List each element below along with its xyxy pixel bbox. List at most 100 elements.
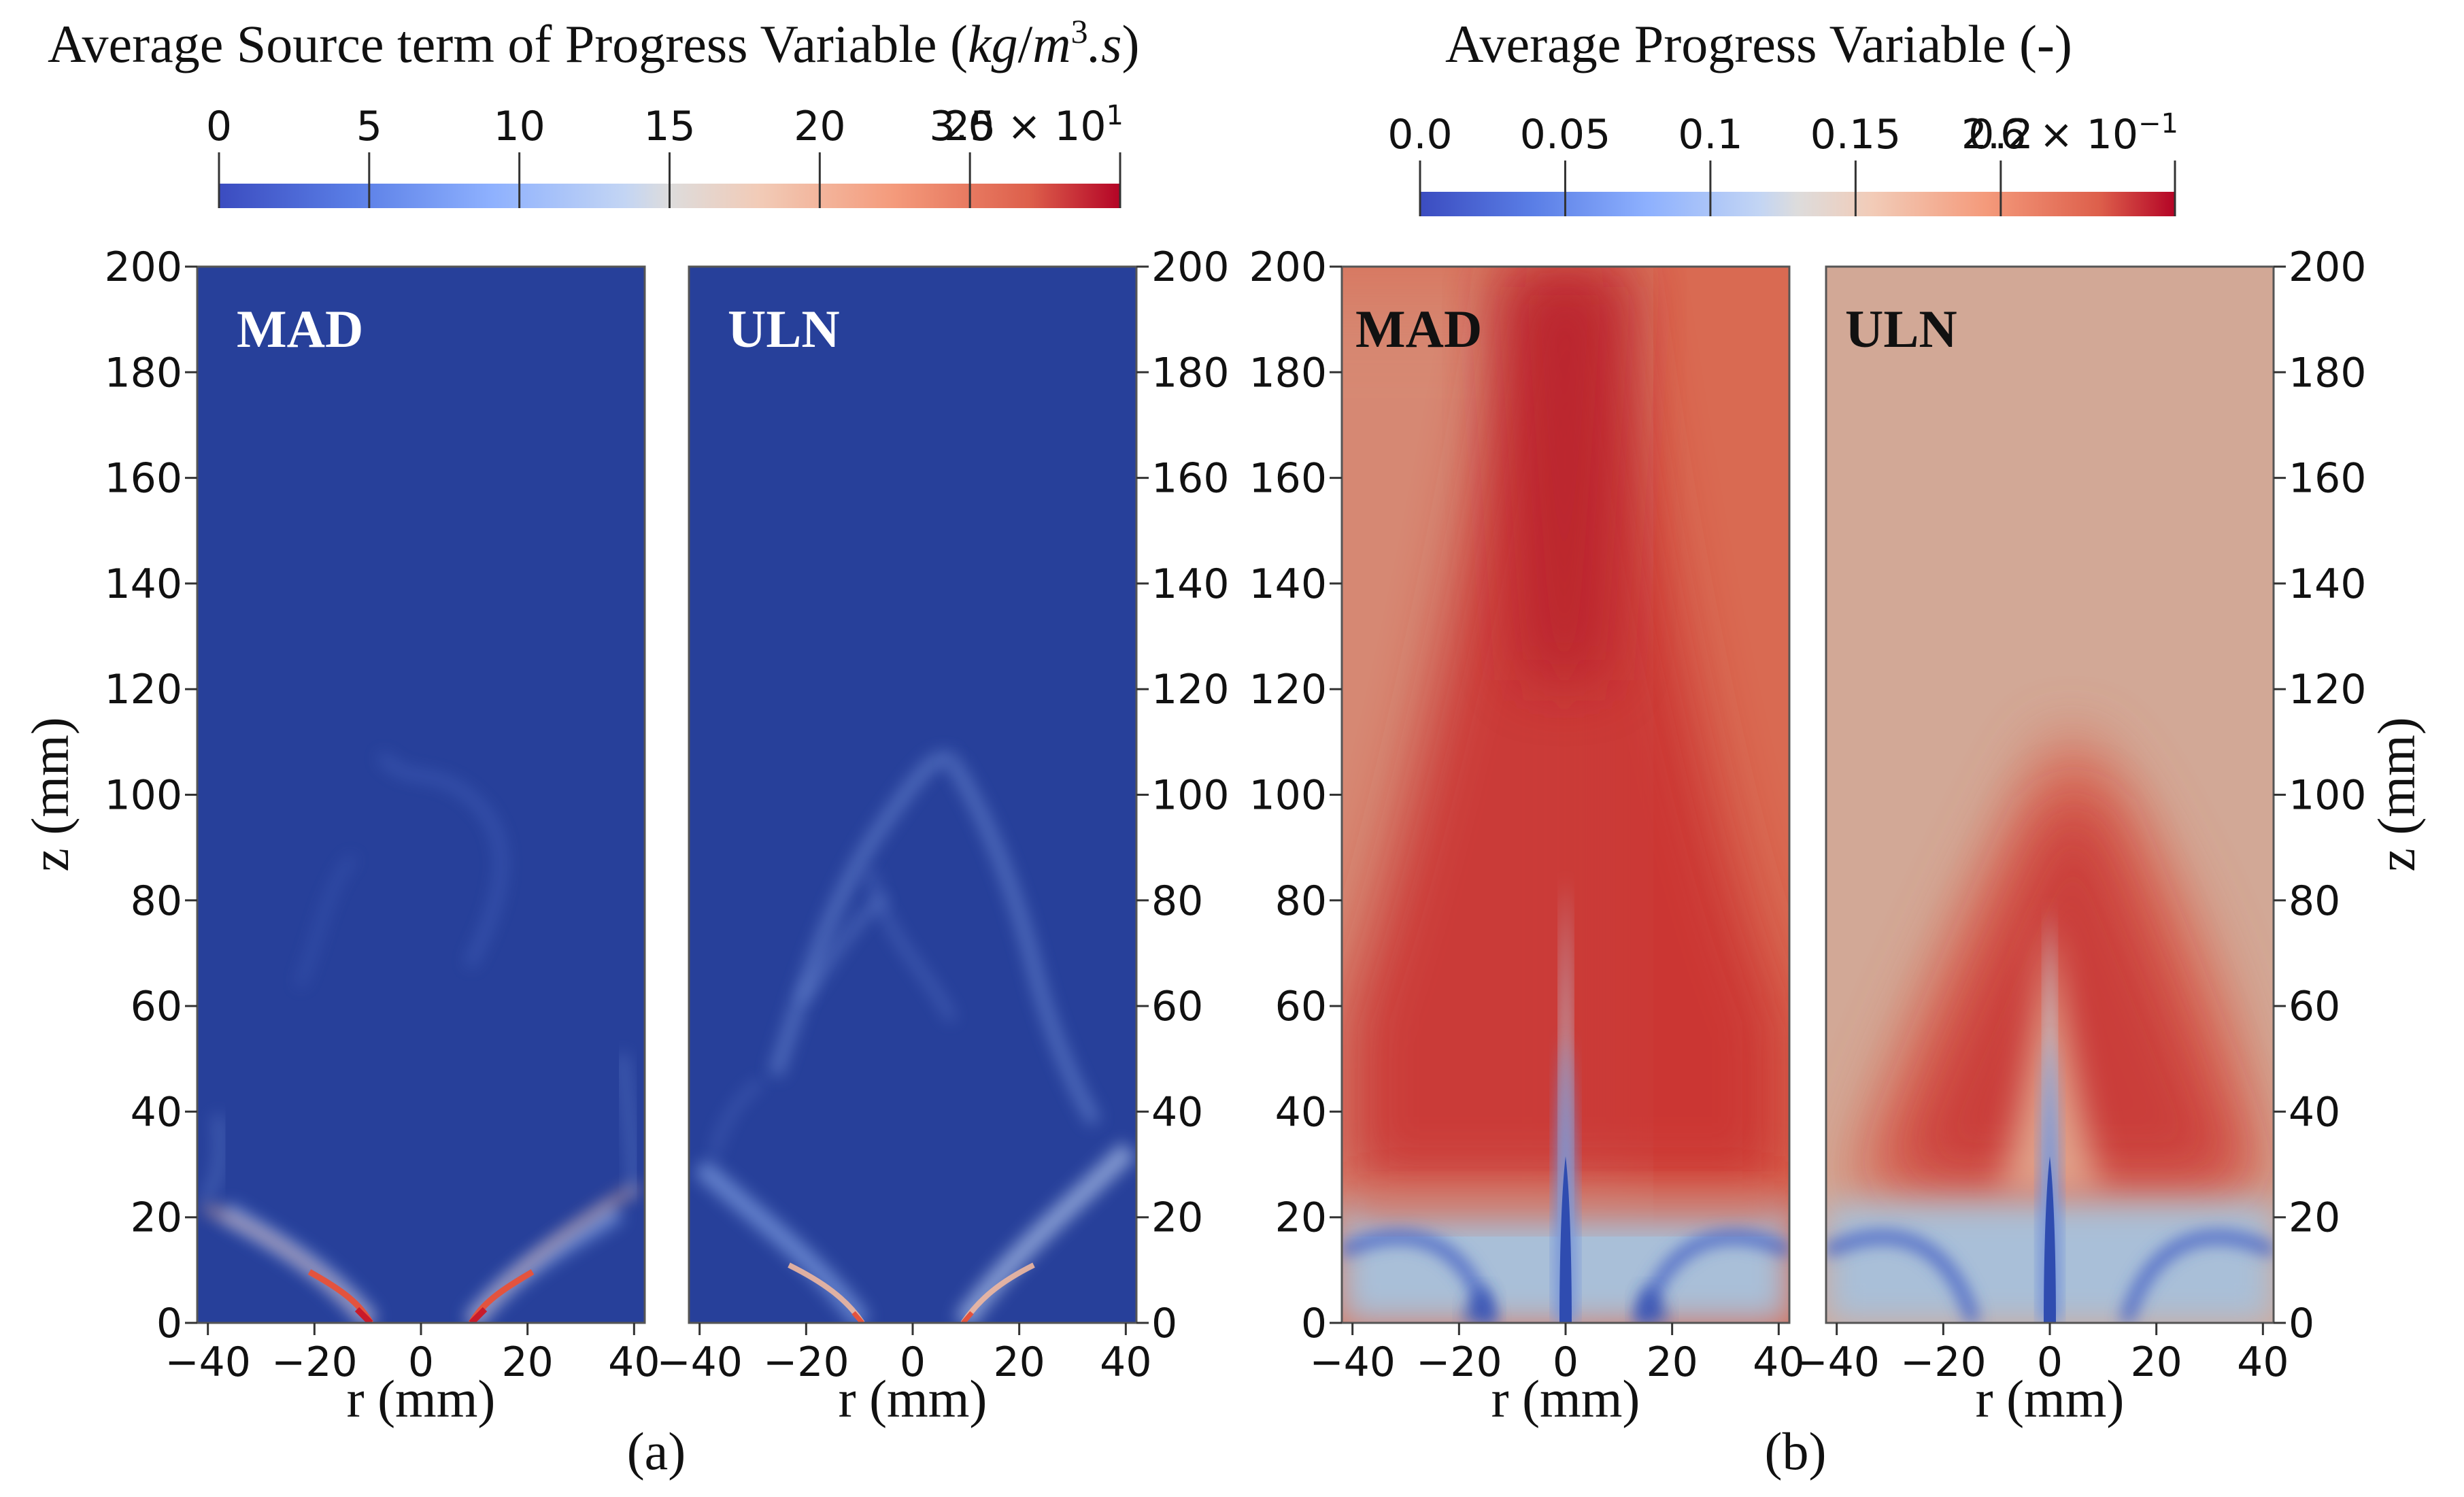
- xlabel-b-mad: r (mm): [1491, 1369, 1640, 1428]
- x-tick-label: −40: [1309, 1339, 1396, 1386]
- y-tick-label: 80: [2289, 877, 2340, 925]
- y-tick-label: 200: [2289, 243, 2367, 291]
- y-tick-label: 80: [1151, 877, 1203, 925]
- titles: Average Source term of Progress Variable…: [48, 12, 2072, 73]
- subplot-labels: MAD ULN MAD ULN: [237, 299, 1957, 358]
- y-tick-label: 140: [1249, 560, 1327, 608]
- y-tick-label: 60: [1151, 983, 1203, 1030]
- y-tick-label: 160: [1249, 455, 1327, 503]
- xlabel-a-uln: r (mm): [839, 1369, 988, 1428]
- colorbar-progress-variable: 0.0 0.05 0.1 0.15 0.22.6 × 10−1: [1387, 108, 2178, 216]
- heatmap-a-mad: [196, 265, 646, 1324]
- y-tick-label: 180: [2289, 349, 2367, 397]
- x-tick-label: 0: [408, 1339, 434, 1386]
- x-tick-label: −40: [1793, 1339, 1880, 1386]
- x-tick-label: −20: [763, 1339, 849, 1386]
- colorbar-tick-label: 0.2: [1968, 111, 2033, 158]
- xlabel-a-mad: r (mm): [347, 1369, 496, 1428]
- y-tick-label: 200: [1151, 243, 1230, 291]
- y-tick-label: 0: [1301, 1300, 1327, 1347]
- y-tick-label: 20: [1275, 1194, 1327, 1242]
- panel-label-a: (a): [627, 1422, 686, 1481]
- y-tick-label: 120: [104, 666, 182, 713]
- colorbar-gradient: [1420, 192, 2175, 216]
- colorbar-tick-label: 0.15: [1810, 111, 1902, 158]
- y-tick-label: 40: [1275, 1088, 1327, 1136]
- y-tick-label: 160: [104, 455, 182, 503]
- y-tick-label: 160: [1151, 455, 1230, 503]
- x-tick-label: 40: [1753, 1339, 1804, 1386]
- x-tick-label: 40: [608, 1339, 660, 1386]
- y-tick-label: 0: [2289, 1300, 2314, 1347]
- x-tick-label: 20: [501, 1339, 553, 1386]
- subplot-label-a-mad: MAD: [237, 299, 363, 358]
- colorbar-tick-label: 15: [643, 103, 695, 150]
- y-tick-label: 20: [1151, 1194, 1203, 1242]
- colorbar-tick-label: 5: [356, 103, 382, 150]
- y-tick-label: 160: [2289, 455, 2367, 503]
- heatmap-b-mad: [1340, 265, 1791, 1324]
- x-tick-label: 20: [993, 1339, 1045, 1386]
- y-tick-label: 120: [1249, 666, 1327, 713]
- ylabel-left: z (mm): [20, 717, 80, 871]
- y-tick-label: 0: [1151, 1300, 1177, 1347]
- x-tick-label: 20: [2130, 1339, 2182, 1386]
- y-tick-label: 140: [1151, 560, 1230, 608]
- x-tick-label: −20: [1416, 1339, 1502, 1386]
- colorbar-tick-label: 3.0 × 101: [929, 100, 1124, 150]
- y-tick-label: 100: [1151, 772, 1230, 820]
- x-tick-label: 40: [1100, 1339, 1151, 1386]
- colorbar-source-term: 0 5 10 15 20 253.0 × 101: [206, 100, 1124, 208]
- x-tick-label: −40: [165, 1339, 251, 1386]
- y-tick-label: 60: [2289, 983, 2340, 1030]
- colorbar-tick-label: 10: [493, 103, 545, 150]
- colorbar-tick-label: 25: [944, 103, 996, 150]
- colorbar-tick-label: 0.1: [1678, 111, 1742, 158]
- subplot-label-b-uln: ULN: [1845, 299, 1957, 358]
- y-tick-label: 100: [104, 772, 182, 820]
- y-tick-label: 120: [2289, 666, 2367, 713]
- colorbar-tick-label: 0.05: [1520, 111, 1611, 158]
- x-tick-label: −20: [271, 1339, 358, 1386]
- y-tick-label: 100: [1249, 772, 1327, 820]
- y-tick-label: 40: [2289, 1088, 2340, 1136]
- colorbar-tick-label: 0.0: [1387, 111, 1452, 158]
- xlabel-b-uln: r (mm): [1976, 1369, 2125, 1428]
- x-tick-label: 20: [1646, 1339, 1698, 1386]
- colorbar-tick-label: 20: [794, 103, 845, 150]
- x-tick-label: 40: [2237, 1339, 2289, 1386]
- y-tick-label: 100: [2289, 772, 2367, 820]
- y-tick-label: 20: [2289, 1194, 2340, 1242]
- axis-labels: r (mm) r (mm) r (mm) r (mm) z (mm) z (mm…: [20, 717, 2426, 1481]
- y-tick-label: 140: [2289, 560, 2367, 608]
- y-tick-label: 40: [131, 1088, 182, 1136]
- source-term-title: Average Source term of Progress Variable…: [48, 12, 1139, 73]
- ylabel-right: z (mm): [2367, 717, 2426, 871]
- y-tick-label: 200: [104, 243, 182, 291]
- x-tick-label: 0: [900, 1339, 926, 1386]
- heatmap-a-uln: [688, 265, 1138, 1324]
- x-tick-label: 0: [2037, 1339, 2063, 1386]
- y-tick-label: 40: [1151, 1088, 1203, 1136]
- y-tick-label: 140: [104, 560, 182, 608]
- x-tick-label: −20: [1900, 1339, 1987, 1386]
- subplot-label-b-mad: MAD: [1355, 299, 1482, 358]
- colorbar-tick-label: 2.6 × 10−1: [1961, 108, 2178, 158]
- y-tick-label: 180: [104, 349, 182, 397]
- x-tick-label: 0: [1553, 1339, 1579, 1386]
- y-tick-label: 60: [131, 983, 182, 1030]
- panel-label-b: (b): [1765, 1422, 1827, 1481]
- y-tick-label: 180: [1249, 349, 1327, 397]
- y-tick-label: 80: [1275, 877, 1327, 925]
- colorbar-tick-label: 0: [206, 103, 232, 150]
- y-tick-label: 200: [1249, 243, 1327, 291]
- subplot-label-a-uln: ULN: [728, 299, 840, 358]
- progress-variable-title: Average Progress Variable (-): [1445, 14, 2072, 73]
- y-tick-label: 20: [131, 1194, 182, 1242]
- heatmap-b-uln: [1825, 265, 2275, 1324]
- y-tick-label: 0: [156, 1300, 182, 1347]
- y-tick-label: 80: [131, 877, 182, 925]
- y-tick-label: 180: [1151, 349, 1230, 397]
- y-tick-label: 60: [1275, 983, 1327, 1030]
